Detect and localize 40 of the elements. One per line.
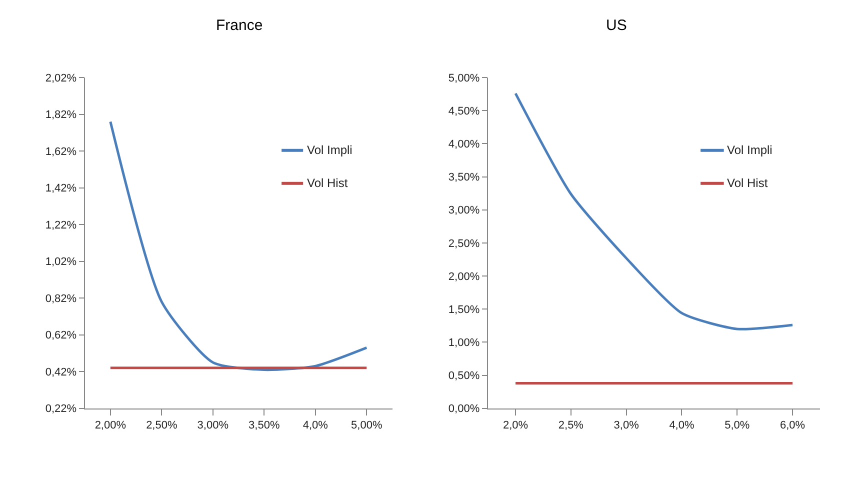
- legend-label: Vol Impli: [727, 143, 772, 157]
- x-tick-label: 4,0%: [669, 420, 694, 432]
- line-series: [514, 92, 794, 330]
- y-tick-label: 2,50%: [448, 238, 480, 250]
- x-tick-label: 5,00%: [351, 420, 382, 432]
- legend-label: Vol Hist: [727, 176, 768, 190]
- y-tick-label: 3,00%: [448, 204, 480, 217]
- y-tick-label: 0,42%: [45, 366, 77, 378]
- y-tick-label: 1,82%: [45, 109, 77, 122]
- y-tick-label: 1,02%: [45, 256, 77, 268]
- y-tick-label: 3,50%: [448, 172, 480, 184]
- y-tick-label: 1,62%: [45, 146, 77, 158]
- x-tick-label: 2,50%: [146, 420, 178, 432]
- y-tick-label: 2,02%: [45, 72, 77, 84]
- x-tick-label: 3,0%: [614, 420, 640, 432]
- y-tick-label: 0,22%: [45, 403, 77, 416]
- legend-label: Vol Impli: [307, 143, 352, 157]
- legend-label: Vol Hist: [307, 176, 348, 190]
- y-tick-label: 4,50%: [448, 106, 480, 118]
- y-tick-label: 2,00%: [448, 270, 480, 283]
- y-tick-label: 0,00%: [448, 403, 480, 416]
- x-tick-label: 2,5%: [558, 420, 584, 432]
- x-tick-label: 5,0%: [724, 420, 750, 432]
- chart-title: US: [606, 17, 627, 34]
- y-tick-label: 0,50%: [448, 370, 480, 382]
- x-tick-label: 3,50%: [248, 420, 280, 432]
- x-tick-label: 2,00%: [94, 420, 126, 432]
- y-tick-label: 5,00%: [448, 72, 480, 84]
- y-tick-label: 0,82%: [45, 292, 77, 305]
- y-tick-label: 1,42%: [45, 182, 77, 195]
- x-tick-label: 6,0%: [780, 420, 806, 432]
- y-tick-label: 0,62%: [45, 330, 77, 342]
- y-tick-label: 1,50%: [448, 304, 480, 316]
- x-tick-label: 2,0%: [502, 420, 528, 432]
- y-tick-label: 1,00%: [448, 337, 480, 350]
- y-tick-label: 1,22%: [45, 219, 77, 232]
- chart-title: France: [216, 17, 263, 34]
- x-tick-label: 3,00%: [197, 420, 229, 432]
- y-tick-label: 4,00%: [448, 138, 480, 151]
- x-tick-label: 4,0%: [302, 420, 328, 432]
